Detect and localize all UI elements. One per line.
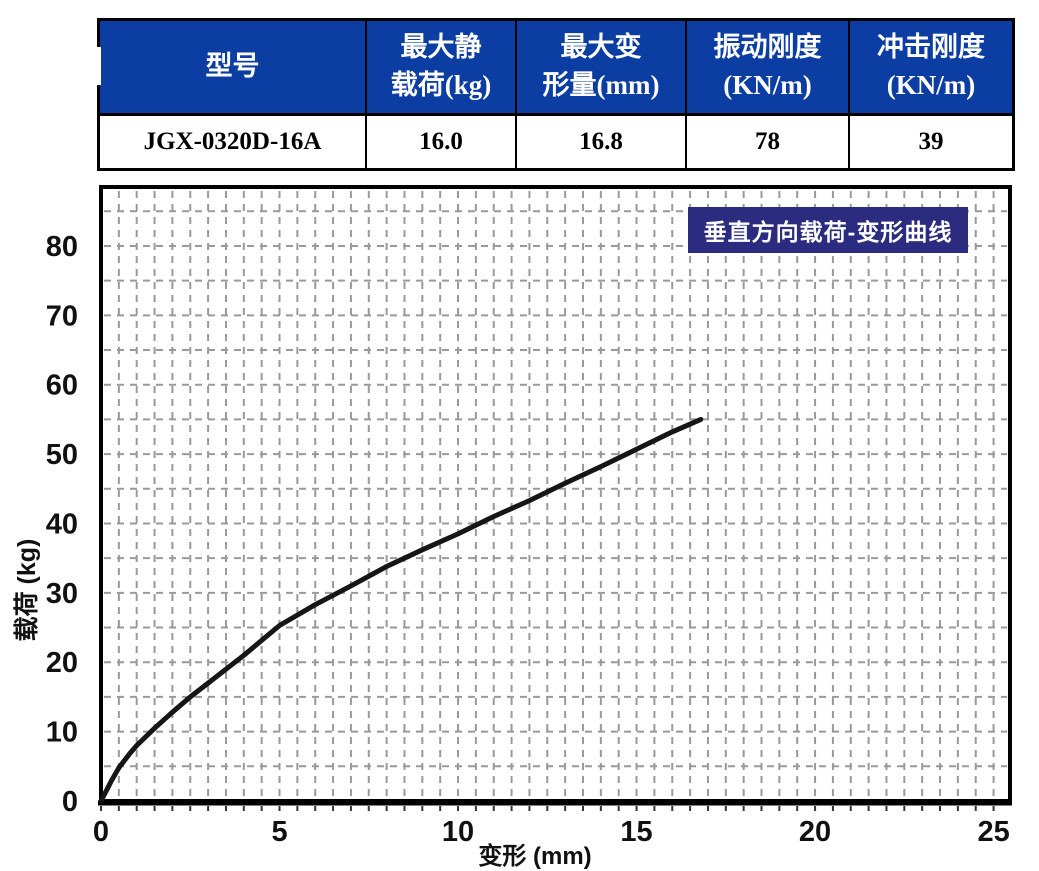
y-tick-label: 0 [62, 786, 78, 818]
header-line: (KN/m) [886, 70, 976, 100]
x-tick-label: 15 [620, 816, 652, 848]
header-line: 振动刚度 [713, 32, 822, 63]
y-tick-label: 70 [46, 300, 78, 332]
header-line: (KN/m) [723, 70, 812, 100]
y-tick-label: 60 [46, 370, 78, 402]
y-axis-label: 载荷 (kg) [13, 538, 41, 642]
spec-table-value-col1: 16.0 [365, 113, 515, 168]
spec-table-value-col4: 39 [848, 113, 1012, 168]
spec-table-header-col1: 最大静载荷(kg) [365, 21, 515, 113]
spec-table-value-col0: JGX-0320D-16A [100, 113, 365, 168]
spec-table-value-col3: 78 [685, 113, 848, 168]
table-border-notch [96, 47, 101, 85]
x-tick-label: 20 [799, 816, 831, 848]
header-line: 最大变 [560, 32, 642, 63]
spec-table: 型号 最大静 载荷(kg) 最大变 形量(mm) 振动刚度 (KN/m) 冲击刚度 (KN/m)… [97, 18, 1015, 171]
header-line: 最大静 [400, 32, 482, 63]
spec-table-header-col3: 振动刚度 (KN/m) [685, 21, 848, 113]
x-tick-label: 0 [93, 816, 109, 848]
load-deflection-curve [98, 416, 704, 804]
x-axis-label: 变形 (mm) [478, 843, 592, 870]
x-tick-label: 25 [977, 816, 1009, 848]
x-tick-label: 5 [271, 816, 287, 848]
header-line: 型号 [205, 51, 260, 82]
y-tick-label: 50 [46, 439, 78, 471]
header-line: 形量(mm) [542, 70, 660, 100]
y-tick-label: 40 [46, 508, 78, 540]
y-tick-label: 80 [46, 231, 78, 263]
y-tick-label: 10 [46, 717, 78, 749]
spec-table-value-col2: 16.8 [515, 113, 685, 168]
header-line: 载荷(kg) [390, 70, 492, 100]
spec-table-header-col2: 最大变形量(mm) [515, 21, 685, 113]
spec-table-header-col0: 型号 [100, 21, 365, 113]
y-tick-label: 20 [46, 647, 78, 679]
y-tick-label: 30 [46, 578, 78, 610]
chart-title-badge: 垂直方向载荷-变形曲线 [688, 207, 968, 253]
spec-table-header-col4: 冲击刚度 (KN/m) [848, 21, 1012, 113]
plot-border [99, 185, 1012, 803]
header-line: 冲击刚度 [877, 32, 985, 63]
x-tick-label: 10 [442, 816, 474, 848]
